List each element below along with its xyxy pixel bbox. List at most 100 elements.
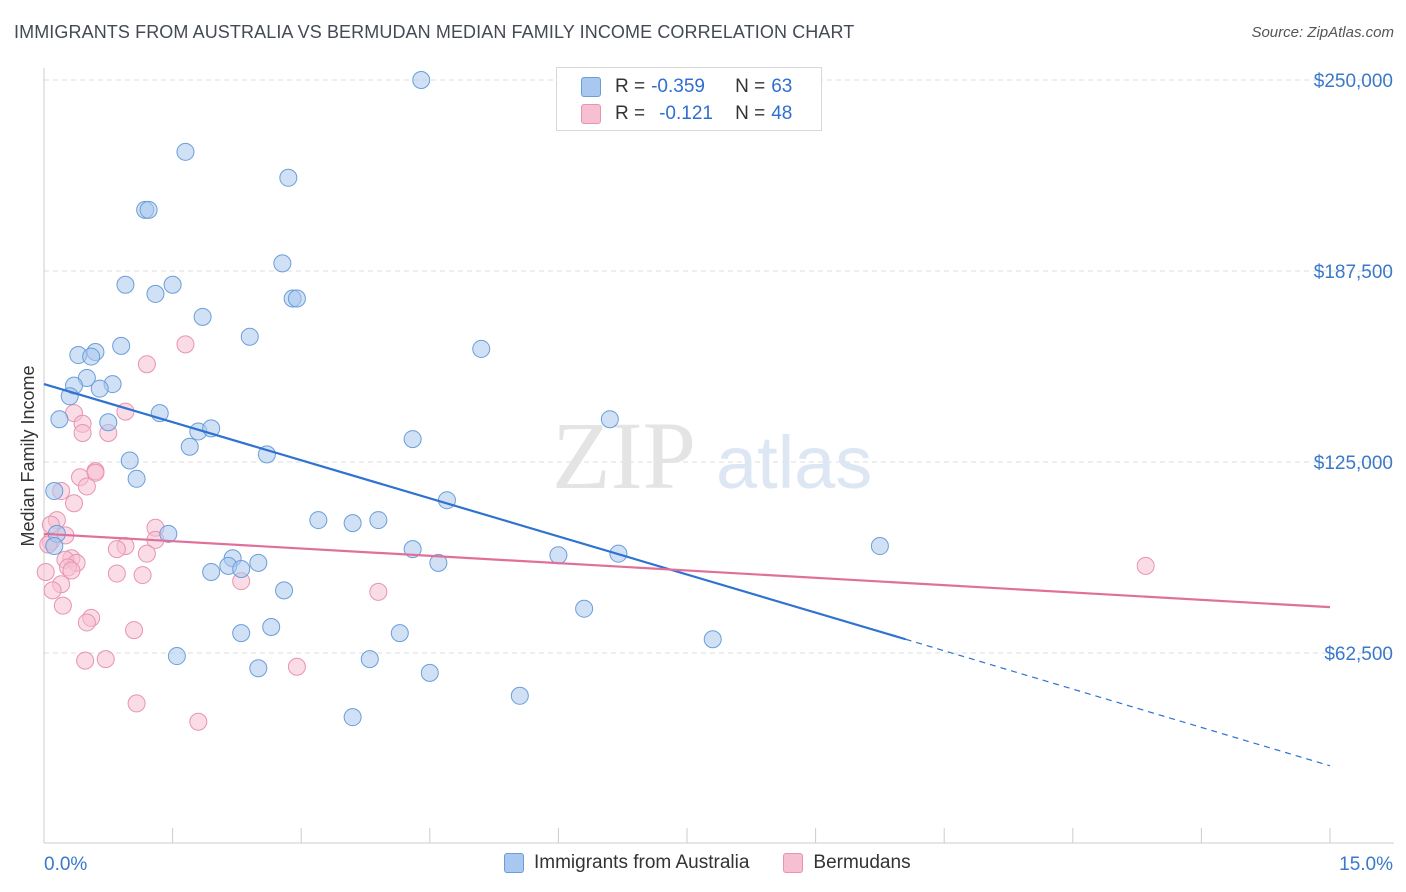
series-swatch-blue — [504, 853, 524, 873]
data-point — [133, 566, 152, 585]
legend-r-value: -0.359 — [651, 76, 705, 97]
data-point — [90, 379, 109, 398]
chart-title: IMMIGRANTS FROM AUSTRALIA VS BERMUDAN ME… — [14, 22, 855, 42]
data-point — [412, 71, 431, 89]
data-point — [309, 511, 328, 530]
data-point — [472, 339, 491, 358]
data-point — [50, 410, 69, 429]
y-tick-label: $125,000 — [1314, 453, 1393, 474]
data-point — [360, 650, 379, 669]
data-point — [703, 630, 722, 649]
data-point — [549, 546, 568, 565]
data-point — [189, 712, 208, 731]
legend-row-australia: R = -0.359 N = 63 — [581, 75, 792, 99]
legend-n-value: 63 — [771, 76, 793, 97]
data-point — [343, 708, 362, 727]
data-point — [202, 563, 221, 582]
source-label: Source: ZipAtlas.com — [1251, 24, 1394, 41]
series-legend-label: Bermudans — [813, 852, 911, 873]
data-point — [279, 168, 298, 187]
data-point — [107, 564, 126, 583]
data-point — [62, 561, 81, 580]
data-point — [287, 657, 306, 676]
data-point — [163, 275, 182, 294]
data-point — [96, 650, 115, 669]
data-point — [65, 494, 84, 513]
data-point — [193, 307, 212, 326]
x-tick-label-min: 0.0% — [44, 854, 87, 875]
data-point — [429, 553, 448, 572]
y-tick-labels: $62,500 $125,000 $187,500 $250,000 — [1314, 71, 1393, 665]
data-point — [273, 254, 292, 273]
data-point — [45, 482, 64, 501]
y-tick-label: $62,500 — [1324, 644, 1393, 665]
legend-row-bermudans: R = -0.121 N = 48 — [581, 102, 792, 126]
data-point — [76, 651, 95, 670]
data-point — [870, 537, 889, 556]
data-point — [43, 581, 62, 600]
series-legend: Immigrants from Australia Bermudans — [504, 852, 945, 874]
data-point — [107, 540, 126, 559]
data-point — [369, 582, 388, 601]
data-point — [275, 581, 294, 600]
data-point — [343, 514, 362, 533]
legend-swatch-pink — [581, 104, 601, 124]
series-legend-australia[interactable]: Immigrants from Australia — [504, 852, 749, 874]
data-point — [390, 624, 409, 643]
data-point — [180, 437, 199, 456]
series-legend-bermudans[interactable]: Bermudans — [783, 852, 911, 874]
data-point — [77, 613, 96, 632]
y-tick-label: $187,500 — [1314, 262, 1393, 283]
data-point — [369, 511, 388, 530]
data-point — [262, 618, 281, 637]
data-point — [510, 686, 529, 705]
data-point — [53, 596, 72, 615]
data-point — [77, 477, 96, 496]
legend-n-label: N = — [735, 103, 766, 124]
australia-points — [45, 71, 889, 727]
y-axis-title: Median Family Income — [18, 365, 38, 546]
data-point — [99, 413, 118, 432]
watermark-atlas: atlas — [716, 421, 872, 504]
watermark: ZIP atlas — [552, 402, 872, 509]
data-point — [232, 624, 251, 643]
data-point — [1136, 556, 1155, 575]
trend-lines — [43, 383, 1331, 767]
data-point — [112, 336, 131, 355]
series-legend-label: Immigrants from Australia — [534, 852, 750, 873]
legend-swatch-blue — [581, 77, 601, 97]
data-point — [159, 524, 178, 543]
y-tick-label: $250,000 — [1314, 71, 1393, 92]
data-point — [137, 355, 156, 374]
data-point — [45, 537, 64, 556]
data-point — [167, 647, 186, 666]
legend-r-label: R = — [615, 103, 646, 124]
x-tick-label-max: 15.0% — [1339, 854, 1393, 875]
data-point — [176, 335, 195, 354]
series-swatch-pink — [783, 853, 804, 873]
data-point — [82, 347, 101, 366]
correlation-legend: R = -0.359 N = 63 R = -0.121 N = 48 — [556, 67, 822, 131]
data-point — [36, 563, 55, 582]
data-point — [249, 659, 268, 678]
data-point — [176, 142, 195, 161]
legend-r-value: -0.121 — [659, 103, 713, 124]
data-point — [287, 289, 306, 308]
data-point — [575, 599, 594, 618]
data-point — [146, 284, 165, 303]
data-point — [257, 445, 276, 464]
data-point — [139, 200, 158, 219]
data-point — [240, 327, 259, 346]
data-point — [120, 451, 139, 470]
legend-n-value: 48 — [771, 103, 793, 124]
trend-line-australia — [43, 383, 906, 641]
trend-line-bermudans — [43, 532, 1331, 609]
data-point — [420, 663, 439, 682]
data-point — [73, 423, 92, 442]
data-point — [403, 430, 422, 449]
data-point — [232, 559, 251, 578]
bermudans-points — [36, 335, 1155, 731]
data-point — [600, 410, 619, 429]
axes — [43, 68, 1394, 844]
